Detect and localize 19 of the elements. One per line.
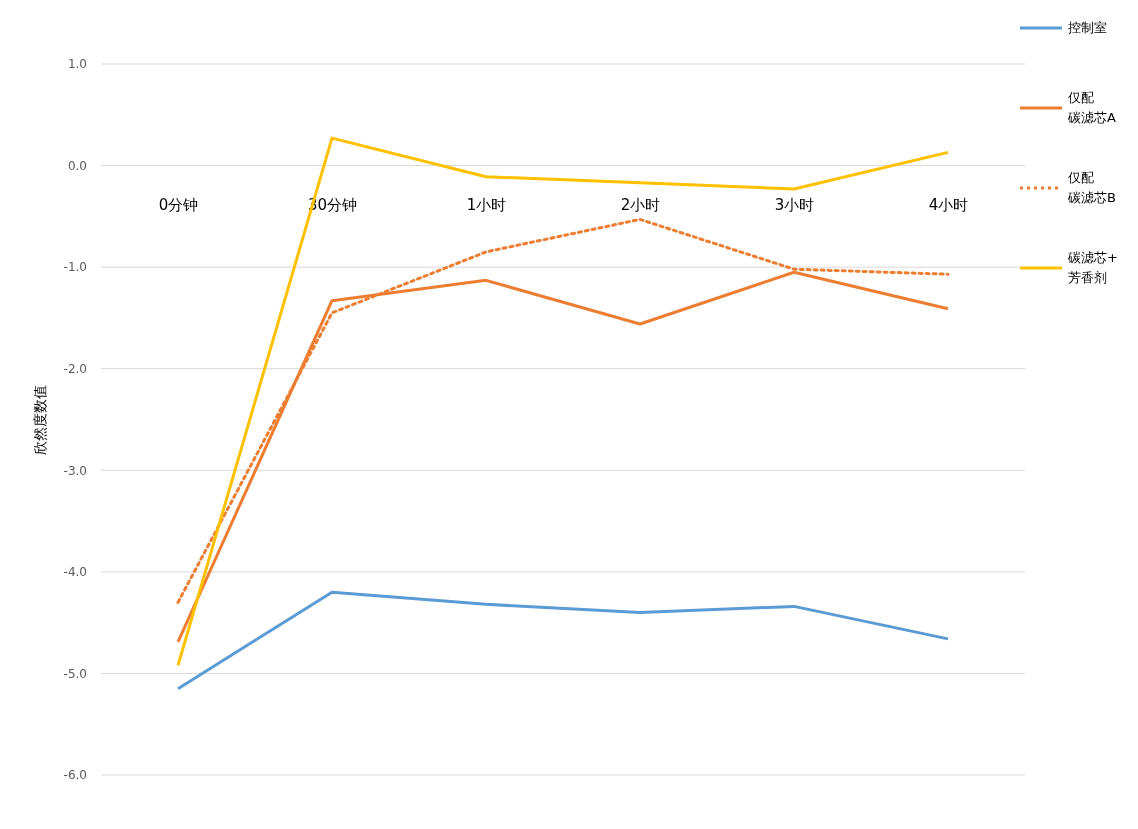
y-tick-label: 0.0 xyxy=(67,158,87,173)
x-tick-label: 4小时 xyxy=(928,196,969,215)
legend-label: 仅配碳滤芯B xyxy=(1067,170,1116,205)
y-tick-label: -6.0 xyxy=(63,768,87,783)
x-tick-label: 3小时 xyxy=(774,196,815,215)
legend-label: 仅配碳滤芯A xyxy=(1067,90,1116,125)
legend-label: 碳滤芯+芳香剂 xyxy=(1067,250,1118,285)
y-tick-label: -5.0 xyxy=(63,666,87,681)
y-axis-title: 欣然度数值 xyxy=(32,384,48,455)
y-tick-label: 1.0 xyxy=(67,57,87,72)
y-tick-label: -1.0 xyxy=(63,260,87,275)
legend-label: 控制室 xyxy=(1068,20,1107,35)
line-series xyxy=(176,590,950,691)
x-tick-label: 0分钟 xyxy=(158,196,199,215)
y-tick-label: -2.0 xyxy=(63,362,87,377)
x-tick-label: 2小时 xyxy=(620,196,661,215)
y-tick-label: -4.0 xyxy=(63,565,87,580)
x-tick-label: 1小时 xyxy=(466,196,507,215)
y-tick-label: -3.0 xyxy=(63,463,87,478)
